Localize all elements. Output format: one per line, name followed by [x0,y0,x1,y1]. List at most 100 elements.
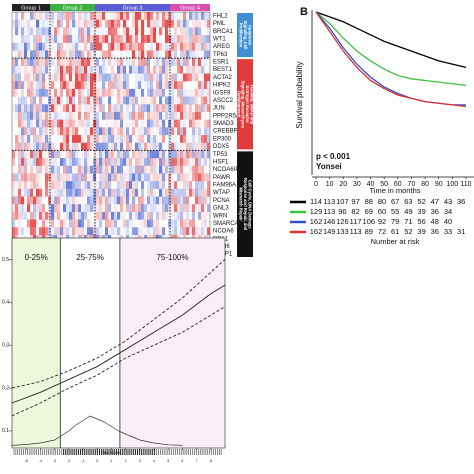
heatmap-cell [78,104,82,113]
heatmap-cell [147,19,151,28]
heatmap-cell [153,188,157,197]
heatmap-cell [129,211,133,220]
heatmap-cell [30,211,34,220]
heatmap-cell [69,204,73,212]
heatmap-cell [177,88,181,97]
gene-label: PML [213,21,226,27]
heatmap-cell [192,111,196,120]
heatmap-cell [105,19,109,28]
heatmap-cell [78,42,82,51]
heatmap-cell [72,42,76,51]
group-header [12,4,50,11]
heatmap-cell [42,166,45,174]
heatmap-cell [195,35,199,43]
heatmap-cell [57,104,61,113]
heatmap-cell [135,58,138,66]
heatmap-cell [45,119,49,128]
heatmap-cell [36,42,40,51]
heatmap-cell [177,150,181,159]
heatmap-cell [21,119,25,128]
heatmap-cell [42,219,46,228]
heatmap-cell [75,73,79,82]
heatmap-cell [57,158,60,166]
heatmap-cell [96,104,100,113]
heatmap-cell [126,111,130,120]
heatmap-cell [132,111,136,120]
heatmap-cell [30,127,34,136]
heatmap-cell [153,104,157,113]
heatmap-cell [30,196,34,205]
heatmap-cell [66,81,70,89]
heatmap-cell [123,104,126,112]
heatmap-cell [129,12,132,20]
heatmap-cell [39,104,43,113]
heatmap-cell [165,127,169,136]
heatmap-cell [177,227,181,236]
heatmap-cell [150,211,154,220]
heatmap-cell [150,42,154,51]
heatmap-cell [183,27,187,36]
heatmap-cell [171,188,175,197]
heatmap-cell [78,27,82,36]
risk-number: 113 [323,207,335,216]
heatmap-cell [45,35,49,43]
heatmap-cell [177,74,180,82]
heatmap-cell [84,42,88,51]
heatmap-cell [60,127,64,136]
heatmap-cell [174,142,178,151]
heatmap-cell [129,119,133,128]
heatmap-cell [171,158,175,166]
heatmap-cell [108,227,112,236]
heatmap-cell [201,211,205,220]
heatmap-cell [189,104,193,113]
heatmap-cell [33,35,37,43]
heatmap-cell [129,81,132,89]
heatmap-cell [12,204,16,212]
heatmap-cell [57,19,61,28]
heatmap-cell [48,42,52,51]
heatmap-cell [159,42,163,51]
heatmap-cell [75,89,78,97]
heatmap-cell [159,27,163,36]
heatmap-cell [114,89,117,97]
heatmap-cell [75,127,79,136]
heatmap-cell [144,165,148,174]
heatmap-cell [15,27,19,36]
heatmap-cell [102,211,106,220]
heatmap-cell [72,188,76,197]
heatmap-cell [192,104,196,113]
heatmap-cell [81,165,85,174]
heatmap-cell [30,104,34,113]
heatmap-cell [144,204,148,212]
heatmap-cell [75,165,79,174]
heatmap-cell [198,58,202,66]
heatmap-cell [39,119,43,128]
heatmap-cell [51,127,55,136]
heatmap-cell [156,173,160,182]
heatmap-cell [21,150,25,159]
heatmap-cell [15,88,19,97]
heatmap-cell [84,96,88,105]
heatmap-cell [147,58,151,66]
heatmap-cell [69,173,73,182]
heatmap-cell [84,12,88,20]
heatmap-cell [156,127,160,136]
heatmap-cell [81,73,85,82]
heatmap-cell [126,58,130,66]
heatmap-cell [81,127,84,135]
heatmap-cell [27,65,31,74]
heatmap-cell [183,81,186,89]
heatmap-cell [24,127,28,136]
heatmap-cell [186,111,190,120]
heatmap-cell [24,142,28,151]
heatmap-cell [105,111,109,120]
heatmap-cell [39,19,43,28]
heatmap-cell [21,127,25,136]
heatmap-cell [144,189,147,197]
heatmap-cell [33,181,37,189]
heatmap-cell [168,142,172,151]
heatmap-cell [144,58,148,66]
heatmap-cell [78,12,82,20]
heatmap-cell [153,158,157,166]
heatmap-cell [66,58,70,66]
